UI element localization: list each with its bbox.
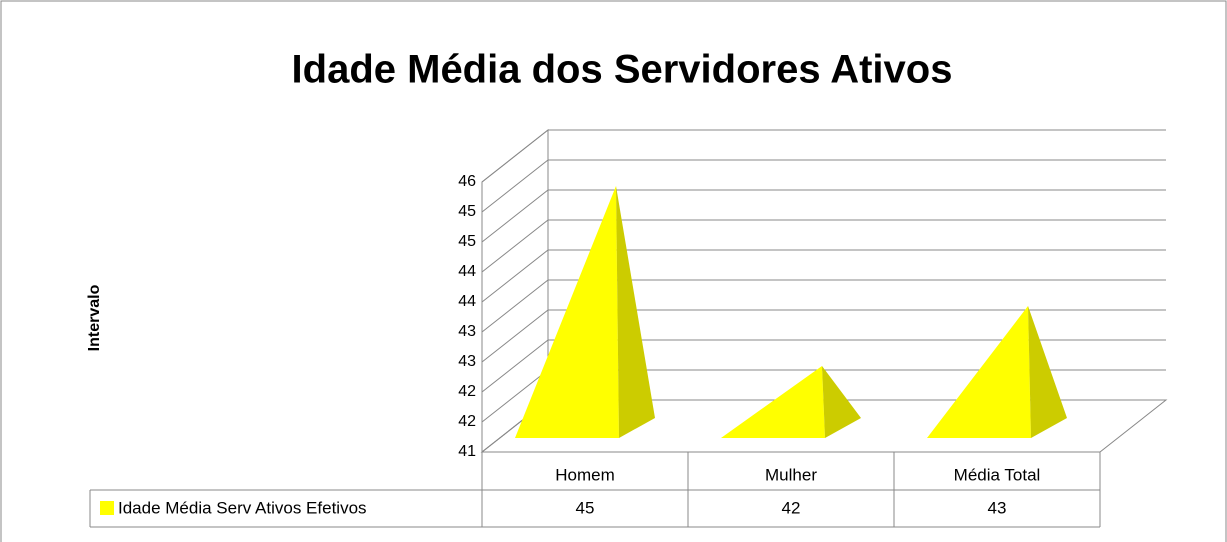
grid-line bbox=[481, 339, 1166, 393]
y-tick-label: 42 bbox=[458, 383, 476, 400]
y-tick-label: 44 bbox=[458, 293, 476, 310]
pyramid-front bbox=[927, 306, 1031, 438]
table-value: 42 bbox=[782, 498, 801, 517]
grid-line bbox=[481, 159, 1166, 213]
y-tick-label: 42 bbox=[458, 413, 476, 430]
legend-label: Idade Média Serv Ativos Efetivos bbox=[118, 498, 367, 517]
pyramid-side bbox=[822, 366, 861, 438]
y-tick-label: 44 bbox=[458, 263, 476, 280]
grid-line bbox=[481, 219, 1166, 273]
pyramid-front bbox=[515, 186, 619, 438]
y-axis-label: Intervalo bbox=[86, 284, 103, 351]
grid-line bbox=[481, 189, 1166, 243]
x-tick-label: Homem bbox=[555, 465, 615, 484]
table-value: 45 bbox=[576, 498, 595, 517]
y-tick-label: 45 bbox=[458, 203, 476, 220]
pyramid-front bbox=[721, 366, 825, 438]
grid-line bbox=[481, 279, 1166, 333]
y-tick-label: 43 bbox=[458, 353, 476, 370]
grid-line bbox=[481, 309, 1166, 363]
x-tick-label: Média Total bbox=[954, 465, 1041, 484]
chart-title: Idade Média dos Servidores Ativos bbox=[292, 48, 953, 92]
grid-line bbox=[481, 249, 1166, 303]
pyramid-side bbox=[1028, 306, 1067, 438]
y-tick-label: 46 bbox=[458, 173, 476, 190]
grid-line bbox=[481, 129, 1166, 183]
pyramid-side bbox=[616, 186, 655, 438]
y-tick-label: 45 bbox=[458, 233, 476, 250]
x-tick-label: Mulher bbox=[765, 465, 817, 484]
table-value: 43 bbox=[988, 498, 1007, 517]
y-tick-label: 41 bbox=[458, 443, 476, 460]
y-tick-label: 43 bbox=[458, 323, 476, 340]
legend-key bbox=[100, 501, 114, 515]
